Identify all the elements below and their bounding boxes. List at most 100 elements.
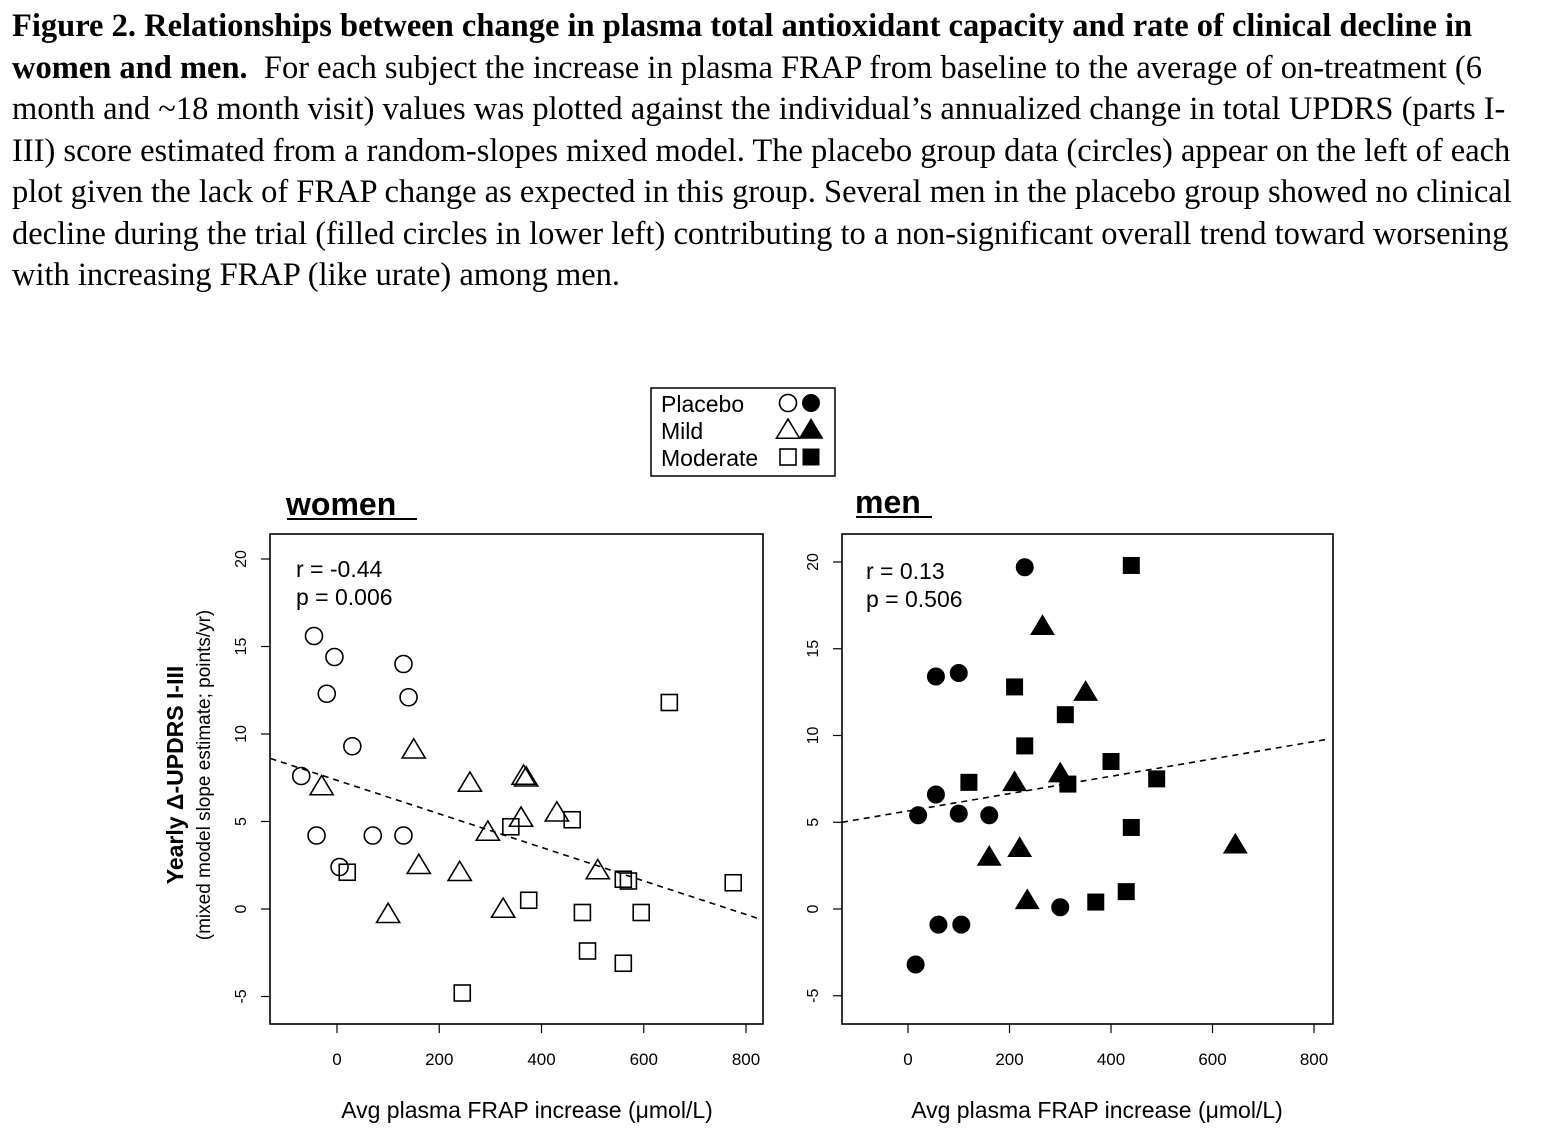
x-tick-label: 600 xyxy=(630,1050,658,1069)
plot-frame xyxy=(269,533,764,1025)
data-point-placebo xyxy=(399,687,418,707)
data-point-mild xyxy=(474,819,501,842)
data-point-mild xyxy=(446,859,473,882)
data-point-moderate xyxy=(1016,737,1034,755)
data-point-placebo xyxy=(307,826,326,845)
legend-label-mild: Mild xyxy=(661,418,703,444)
data-point-moderate xyxy=(614,954,633,973)
data-point-placebo xyxy=(909,806,928,825)
x-tick-label: 200 xyxy=(995,1050,1023,1069)
data-point-moderate xyxy=(453,984,472,1002)
y-axis-sublabel: (mixed model slope estimate; points/yr) xyxy=(194,610,215,941)
y-tick-label: 5 xyxy=(233,817,250,826)
stat-p-women: p = 0.006 xyxy=(296,584,393,610)
panel-men: men r = 0.13 p = 0.506 Avg plasma FRAP i… xyxy=(805,484,1334,1123)
data-point-mild xyxy=(1014,888,1040,910)
data-point-moderate xyxy=(1122,556,1140,574)
y-tick-label: 15 xyxy=(233,638,250,656)
data-point-moderate xyxy=(563,810,581,829)
data-point-mild xyxy=(375,901,402,924)
data-point-placebo xyxy=(926,785,945,804)
caption-bold: Figure 2. Relationships between change i… xyxy=(12,8,1473,86)
data-point-moderate xyxy=(1122,818,1140,836)
data-point-mild xyxy=(1002,770,1028,792)
x-tick-label: 0 xyxy=(332,1050,341,1069)
data-point-mild xyxy=(1073,680,1099,701)
data-point-mild xyxy=(1030,614,1055,635)
data-point-mild xyxy=(400,737,427,759)
data-point-mild xyxy=(405,852,432,875)
data-point-mild xyxy=(1222,832,1248,854)
y-tick-label: -5 xyxy=(233,989,250,1003)
data-point-moderate xyxy=(1102,753,1120,771)
y-tick-label: 0 xyxy=(805,904,822,913)
data-point-placebo xyxy=(949,804,968,823)
caption-text: For each subject the increase in plasma … xyxy=(12,49,1512,294)
y-tick-label: 10 xyxy=(233,725,250,743)
data-point-moderate xyxy=(632,903,650,922)
data-point-mild xyxy=(508,805,535,828)
x-axis-label-women: Avg plasma FRAP increase (μmol/L) xyxy=(341,1097,713,1123)
legend-symbol-filled-square xyxy=(802,448,820,466)
x-axis-label-men: Avg plasma FRAP increase (μmol/L) xyxy=(911,1097,1283,1123)
panel-women: women r = -0.44 p = 0.006 Avg plasma FRA… xyxy=(233,486,764,1123)
legend-label-moderate: Moderate xyxy=(661,445,758,471)
data-point-moderate xyxy=(502,817,520,836)
legend-symbol-open-square xyxy=(779,448,797,466)
data-point-placebo xyxy=(929,915,948,934)
data-point-placebo xyxy=(949,664,968,683)
data-point-moderate xyxy=(619,872,638,890)
legend-symbol-filled-circle xyxy=(802,394,820,412)
data-point-placebo xyxy=(394,826,413,845)
data-point-mild xyxy=(456,770,483,793)
y-tick-label: 20 xyxy=(805,553,822,571)
x-tick-label: 200 xyxy=(425,1050,453,1069)
data-point-moderate xyxy=(660,693,679,712)
data-point-placebo xyxy=(1051,898,1070,917)
legend-label-placebo: Placebo xyxy=(661,391,744,417)
x-tick-label: 0 xyxy=(903,1050,912,1069)
data-point-placebo xyxy=(1015,558,1034,577)
data-point-placebo xyxy=(317,684,337,704)
data-point-placebo xyxy=(325,647,344,667)
y-tick-label: 10 xyxy=(805,727,822,745)
data-point-placebo xyxy=(363,826,383,845)
x-tick-label: 600 xyxy=(1198,1050,1226,1069)
data-point-mild xyxy=(513,765,540,787)
data-point-moderate xyxy=(1148,770,1166,788)
data-point-placebo xyxy=(343,736,362,756)
data-point-moderate xyxy=(1117,883,1135,901)
stat-p-men: p = 0.506 xyxy=(866,586,963,612)
data-point-mild xyxy=(308,773,335,796)
legend-symbol-filled-triangle xyxy=(798,418,824,439)
y-tick-label: 5 xyxy=(805,818,822,827)
data-point-mild xyxy=(543,800,570,822)
data-point-moderate xyxy=(519,891,538,910)
legend-symbol-open-circle xyxy=(778,393,798,413)
legend: Placebo Mild Moderate xyxy=(650,387,836,477)
data-point-moderate xyxy=(1056,706,1074,724)
y-axis-label: Yearly Δ-UPDRS I-III xyxy=(162,666,188,885)
y-tick-label: -5 xyxy=(805,989,822,1003)
y-tick-label: 15 xyxy=(805,640,822,658)
data-point-mild xyxy=(584,857,611,880)
data-point-moderate xyxy=(1006,678,1024,696)
data-point-moderate xyxy=(578,942,597,960)
data-point-placebo xyxy=(291,766,311,786)
data-point-placebo xyxy=(952,915,971,934)
data-point-mild xyxy=(510,763,537,786)
data-point-placebo xyxy=(394,654,413,674)
data-point-moderate xyxy=(1087,893,1105,911)
stat-r-women: r = -0.44 xyxy=(296,556,383,582)
data-point-moderate xyxy=(960,773,978,791)
panel-title-men: men xyxy=(855,484,921,520)
y-tick-label: 0 xyxy=(233,904,250,913)
x-tick-label: 800 xyxy=(732,1050,760,1069)
x-tick-label: 400 xyxy=(527,1050,555,1069)
plot-frame xyxy=(841,533,1334,1025)
data-point-placebo xyxy=(906,955,925,974)
panel-title-women: women xyxy=(285,486,396,522)
figure-caption: Figure 2. Relationships between change i… xyxy=(12,6,1536,297)
trend-line xyxy=(270,757,762,921)
